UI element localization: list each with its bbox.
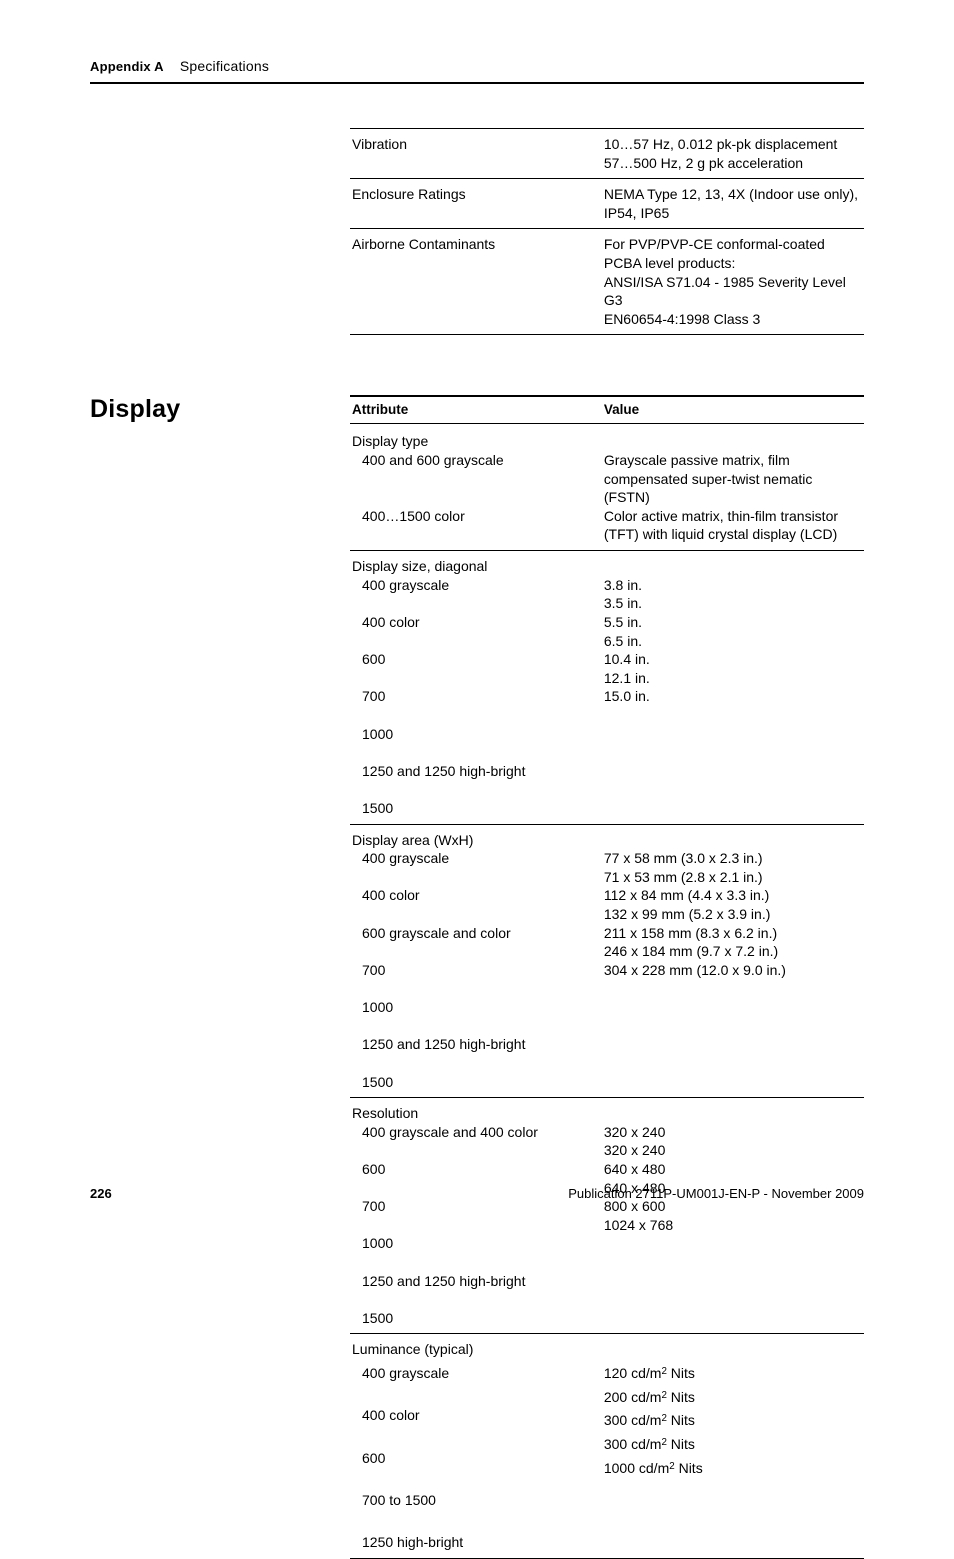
display-table-col: Attribute Value Display type400 and 600 … bbox=[350, 395, 864, 1558]
display-section-row: Display Attribute Value Display type400 … bbox=[90, 395, 864, 1558]
attr-cell: Vibration bbox=[350, 129, 602, 179]
table-row: Resolution400 grayscale and 400 color600… bbox=[350, 1098, 864, 1334]
attr-cell: Display size, diagonal400 grayscale400 c… bbox=[350, 551, 602, 825]
val-cell: 3.8 in.3.5 in.5.5 in.6.5 in.10.4 in.12.1… bbox=[602, 551, 864, 825]
section-heading: Display bbox=[90, 395, 350, 424]
running-header: Appendix A Specifications bbox=[90, 58, 864, 84]
page-number: 226 bbox=[90, 1186, 112, 1201]
col-header-attribute: Attribute bbox=[350, 396, 602, 423]
header-title: Specifications bbox=[180, 58, 269, 74]
attr-cell: Display area (WxH)400 grayscale400 color… bbox=[350, 824, 602, 1098]
attr-cell: Airborne Contaminants bbox=[350, 229, 602, 335]
attr-cell: Enclosure Ratings bbox=[350, 179, 602, 229]
attr-cell: Resolution400 grayscale and 400 color600… bbox=[350, 1098, 602, 1334]
env-spec-table: Vibration 10…57 Hz, 0.012 pk-pk displace… bbox=[350, 128, 864, 335]
val-cell: 320 x 240320 x 240640 x 480640 x 480800 … bbox=[602, 1098, 864, 1334]
val-cell: For PVP/PVP-CE conformal-coated PCBA lev… bbox=[602, 229, 864, 335]
top-right-col: Vibration 10…57 Hz, 0.012 pk-pk displace… bbox=[350, 128, 864, 335]
page: Appendix A Specifications Vibration 10…5… bbox=[0, 0, 954, 1235]
publication-line: Publication 2711P-UM001J-EN-P - November… bbox=[568, 1186, 864, 1201]
table-header-row: Attribute Value bbox=[350, 396, 864, 423]
display-heading-col: Display bbox=[90, 395, 350, 424]
attr-cell: Display type400 and 600 grayscale400…150… bbox=[350, 424, 602, 551]
header-appendix: Appendix A bbox=[90, 59, 164, 74]
val-cell: 77 x 58 mm (3.0 x 2.3 in.)71 x 53 mm (2.… bbox=[602, 824, 864, 1098]
display-spec-table: Attribute Value Display type400 and 600 … bbox=[350, 395, 864, 1558]
display-spec-tbody: Display type400 and 600 grayscale400…150… bbox=[350, 424, 864, 1558]
col-header-value: Value bbox=[602, 396, 864, 423]
top-table-row: Vibration 10…57 Hz, 0.012 pk-pk displace… bbox=[90, 128, 864, 335]
table-row: Display type400 and 600 grayscale400…150… bbox=[350, 424, 864, 551]
table-row: Vibration 10…57 Hz, 0.012 pk-pk displace… bbox=[350, 129, 864, 179]
table-row: Display size, diagonal400 grayscale400 c… bbox=[350, 551, 864, 825]
val-cell: Grayscale passive matrix, film compensat… bbox=[602, 424, 864, 551]
table-row: Luminance (typical)400 grayscale400 colo… bbox=[350, 1334, 864, 1558]
val-cell: NEMA Type 12, 13, 4X (Indoor use only), … bbox=[602, 179, 864, 229]
val-cell: 10…57 Hz, 0.012 pk-pk displacement 57…50… bbox=[602, 129, 864, 179]
page-footer: 226 Publication 2711P-UM001J-EN-P - Nove… bbox=[90, 1186, 864, 1201]
env-spec-tbody: Vibration 10…57 Hz, 0.012 pk-pk displace… bbox=[350, 129, 864, 335]
header-text: Appendix A Specifications bbox=[90, 58, 269, 74]
val-cell: 120 cd/m2 Nits200 cd/m2 Nits300 cd/m2 Ni… bbox=[602, 1334, 864, 1558]
table-row: Enclosure Ratings NEMA Type 12, 13, 4X (… bbox=[350, 179, 864, 229]
attr-cell: Luminance (typical)400 grayscale400 colo… bbox=[350, 1334, 602, 1558]
table-row: Display area (WxH)400 grayscale400 color… bbox=[350, 824, 864, 1098]
table-row: Airborne Contaminants For PVP/PVP-CE con… bbox=[350, 229, 864, 335]
